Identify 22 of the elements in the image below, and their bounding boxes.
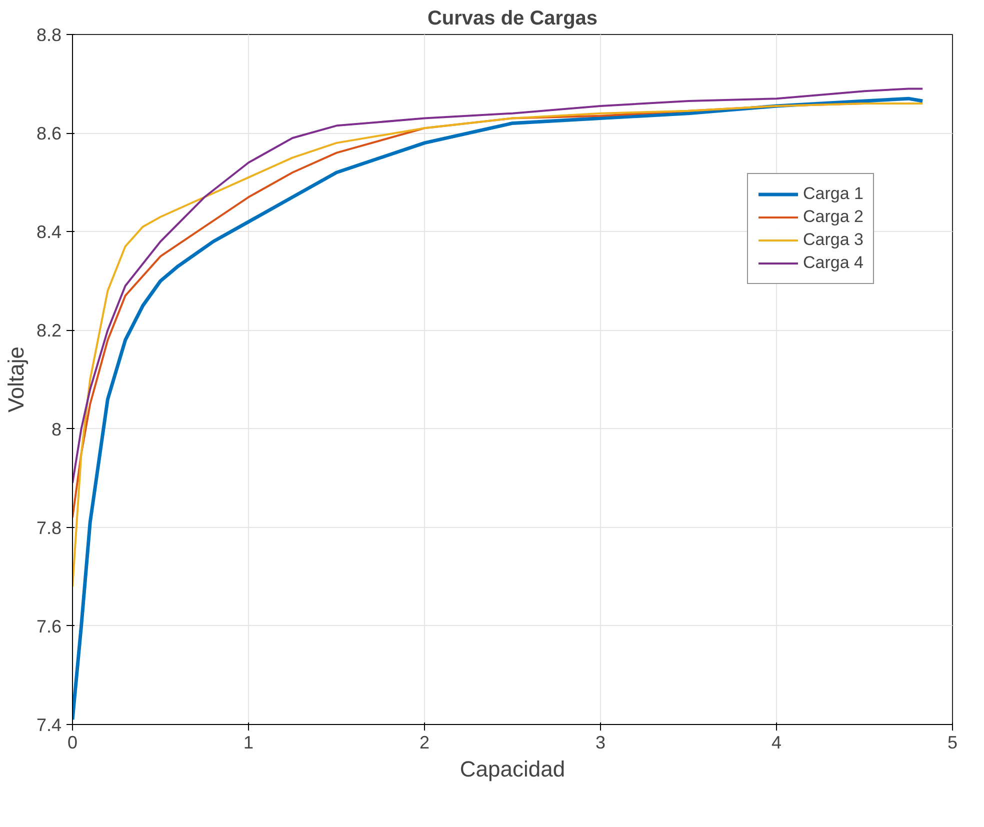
y-tick-label: 8.8 (36, 25, 62, 45)
x-axis-title: Capacidad (460, 756, 566, 782)
x-tick-label: 5 (947, 732, 958, 752)
y-tick-label: 8.2 (36, 320, 62, 341)
y-tick-label: 7.8 (36, 518, 62, 538)
legend-label: Carga 3 (803, 230, 864, 250)
legend-label: Carga 1 (803, 184, 864, 204)
y-tick-label: 7.4 (36, 715, 62, 735)
legend-label: Carga 4 (803, 253, 864, 273)
x-tick-label: 0 (67, 732, 78, 752)
y-tick-label: 8.4 (36, 222, 62, 242)
y-tick-label: 8 (51, 419, 62, 440)
y-tick-label: 8.6 (36, 124, 62, 144)
y-axis-title: Voltaje (3, 346, 28, 413)
x-tick-label: 3 (595, 732, 606, 752)
x-tick-label: 4 (771, 732, 782, 752)
line-series (72, 96, 924, 722)
x-tick-label: 2 (419, 732, 430, 752)
chart-title: Curvas de Cargas (427, 8, 598, 30)
x-tick-label: 1 (243, 732, 254, 752)
y-tick-label: 7.6 (36, 616, 62, 636)
legend-label: Carga 2 (803, 207, 864, 227)
